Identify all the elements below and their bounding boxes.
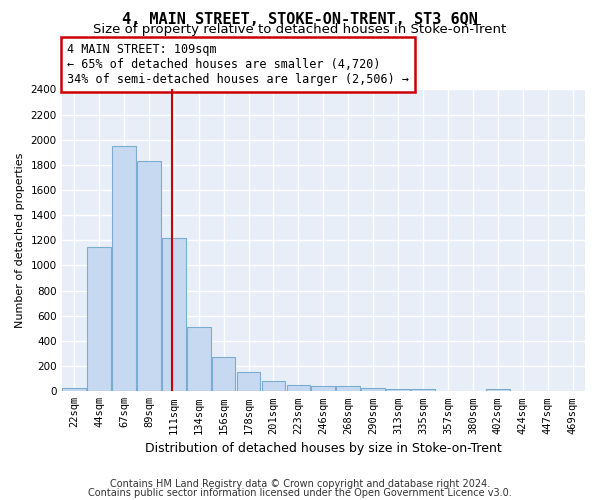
Text: 4, MAIN STREET, STOKE-ON-TRENT, ST3 6QN: 4, MAIN STREET, STOKE-ON-TRENT, ST3 6QN: [122, 12, 478, 28]
Bar: [162, 238, 185, 392]
Bar: [411, 390, 435, 392]
Bar: [87, 246, 111, 392]
Text: 4 MAIN STREET: 109sqm
← 65% of detached houses are smaller (4,720)
34% of semi-d: 4 MAIN STREET: 109sqm ← 65% of detached …: [67, 44, 409, 86]
Text: Contains public sector information licensed under the Open Government Licence v3: Contains public sector information licen…: [88, 488, 512, 498]
Bar: [287, 385, 310, 392]
Bar: [311, 386, 335, 392]
Bar: [187, 327, 211, 392]
Bar: [337, 386, 360, 392]
Bar: [361, 388, 385, 392]
Text: Contains HM Land Registry data © Crown copyright and database right 2024.: Contains HM Land Registry data © Crown c…: [110, 479, 490, 489]
Bar: [262, 381, 286, 392]
Bar: [112, 146, 136, 392]
Text: Size of property relative to detached houses in Stoke-on-Trent: Size of property relative to detached ho…: [94, 22, 506, 36]
Bar: [62, 388, 86, 392]
Bar: [386, 389, 410, 392]
Bar: [212, 358, 235, 392]
Bar: [486, 389, 509, 392]
Bar: [237, 372, 260, 392]
Y-axis label: Number of detached properties: Number of detached properties: [15, 152, 25, 328]
Bar: [137, 161, 161, 392]
X-axis label: Distribution of detached houses by size in Stoke-on-Trent: Distribution of detached houses by size …: [145, 442, 502, 455]
